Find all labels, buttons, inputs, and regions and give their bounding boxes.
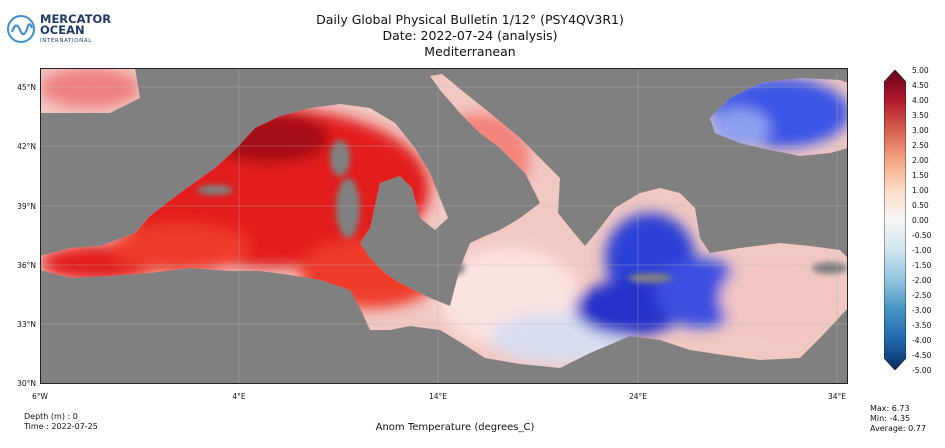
brand-line-1: MERCATOR <box>40 12 112 26</box>
graticule <box>40 68 848 384</box>
mercator-ocean-logo: MERCATOR OCEAN INTERNATIONAL <box>6 10 116 50</box>
colorbar-tick-label: 2.00 <box>912 155 929 165</box>
colorbar-tick-label: -2.50 <box>912 290 932 300</box>
temperature-anomaly-map <box>40 68 848 384</box>
colorbar-tick-label: 1.50 <box>912 170 929 180</box>
time-text: Time : 2022-07-25 <box>24 422 98 431</box>
lat-label: 33°N <box>17 320 36 329</box>
colorbar-tick-label: -1.50 <box>912 260 932 270</box>
colorbar-tick-label: 3.50 <box>912 110 929 120</box>
lon-label: 24°E <box>628 392 648 401</box>
colorbar-tick-label: 3.00 <box>912 125 929 135</box>
islands <box>197 140 848 283</box>
lat-label: 30°N <box>17 379 36 388</box>
depth-text: Depth (m) : 0 <box>24 412 78 421</box>
colorbar-tick-label: 2.50 <box>912 140 929 150</box>
colorbar-tick-label: 4.50 <box>912 80 929 90</box>
colorbar-tick-label: -2.00 <box>912 275 932 285</box>
colorbar-tick-label: 4.00 <box>912 95 929 105</box>
colorbar-tick-label: -5.00 <box>912 365 932 375</box>
lon-label: 14°E <box>428 392 448 401</box>
average-text: Average: 0.77 <box>870 424 926 433</box>
colorbar-tick-label: -1.00 <box>912 245 932 255</box>
lat-label: 45°N <box>17 83 36 92</box>
variable-label: Anom Temperature (degrees_C) <box>375 422 535 433</box>
brand-line-2: OCEAN <box>40 23 85 37</box>
bulletin-title: Daily Global Physical Bulletin 1/12° (PS… <box>316 12 624 27</box>
min-text: Min: -4.35 <box>870 414 911 423</box>
lon-label: 6°W <box>32 392 48 401</box>
lat-label: 36°N <box>17 261 36 270</box>
colorbar-tick-label: 5.00 <box>912 65 929 75</box>
colorbar-tick-label: 0.00 <box>912 215 929 225</box>
lat-label: 42°N <box>17 142 36 151</box>
date-title: Date: 2022-07-24 (analysis) <box>382 28 558 43</box>
colorbar <box>884 70 906 370</box>
lat-label: 39°N <box>17 202 36 211</box>
colorbar-tick-label: -4.00 <box>912 335 932 345</box>
map-frame <box>40 68 848 384</box>
lon-label: 4°E <box>232 392 246 401</box>
colorbar-tick-label: 0.50 <box>912 200 929 210</box>
colorbar-tick-label: -4.50 <box>912 350 932 360</box>
lon-label: 34°E <box>827 392 847 401</box>
region-title: Mediterranean <box>424 44 516 59</box>
colorbar-tick-label: -0.50 <box>912 230 932 240</box>
colorbar-tick-label: -3.50 <box>912 320 932 330</box>
colorbar-tick-label: 1.00 <box>912 185 929 195</box>
mercator-wave-icon <box>7 15 35 43</box>
max-text: Max: 6.73 <box>870 404 910 413</box>
brand-line-3: INTERNATIONAL <box>40 38 92 44</box>
colorbar-tick-label: -3.00 <box>912 305 932 315</box>
